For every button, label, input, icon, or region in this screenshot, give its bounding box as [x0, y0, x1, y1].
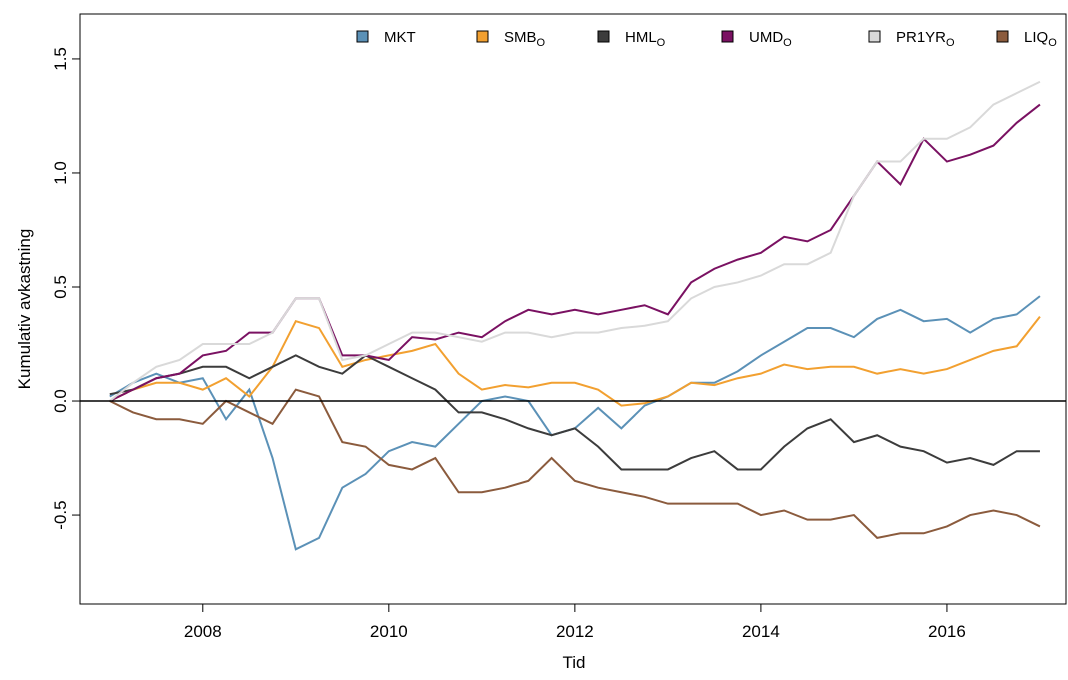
plot-frame — [79, 13, 1067, 605]
y-tick-label: 1.0 — [51, 161, 70, 185]
legend-swatch — [868, 30, 881, 43]
legend-subscript: O — [783, 37, 792, 49]
x-tick-label: 2010 — [370, 622, 408, 641]
legend-label: SMBO — [504, 29, 546, 49]
series-line — [109, 316, 1041, 407]
x-tick-label: 2016 — [928, 622, 966, 641]
y-tick-label: 0.0 — [51, 389, 70, 413]
x-tick-label: 2008 — [184, 622, 222, 641]
x-tick-label: 2014 — [742, 622, 780, 641]
legend-label: PR1YRO — [896, 29, 955, 49]
y-tick-label: 0.5 — [51, 275, 70, 299]
legend-name: HML — [625, 29, 657, 46]
legend-label: HMLO — [625, 29, 666, 49]
legend-name: MKT — [384, 29, 416, 46]
legend-subscript: O — [537, 37, 546, 49]
series-line — [109, 388, 1041, 539]
series-line — [109, 103, 1041, 402]
legend-name: LIQ — [1024, 29, 1048, 46]
legend-label: UMDO — [749, 29, 792, 49]
legend-label: MKT — [384, 29, 416, 46]
legend-swatch — [356, 30, 369, 43]
y-tick-label: -0.5 — [51, 500, 70, 529]
legend-subscript: O — [946, 37, 955, 49]
series-line — [109, 354, 1040, 471]
series-line — [109, 80, 1041, 402]
legend-subscript: O — [1048, 37, 1057, 49]
legend-subscript: O — [657, 37, 666, 49]
legend-name: PR1YR — [896, 29, 946, 46]
legend-name: UMD — [749, 29, 783, 46]
legend-name: SMB — [504, 29, 537, 46]
x-tick-label: 2012 — [556, 622, 594, 641]
legend-swatch — [476, 30, 489, 43]
legend-swatch — [996, 30, 1009, 43]
y-axis-label: Kumulativ avkastning — [15, 229, 34, 390]
legend-swatch — [721, 30, 734, 43]
series-line — [109, 295, 1041, 551]
legend-swatch — [597, 30, 610, 43]
y-tick-label: 1.5 — [51, 47, 70, 71]
x-axis-label: Tid — [563, 653, 586, 672]
legend-label: LIQO — [1024, 29, 1057, 49]
legend: MKT SMBO HMLO UMDO PR1YRO LIQO — [356, 29, 1057, 49]
